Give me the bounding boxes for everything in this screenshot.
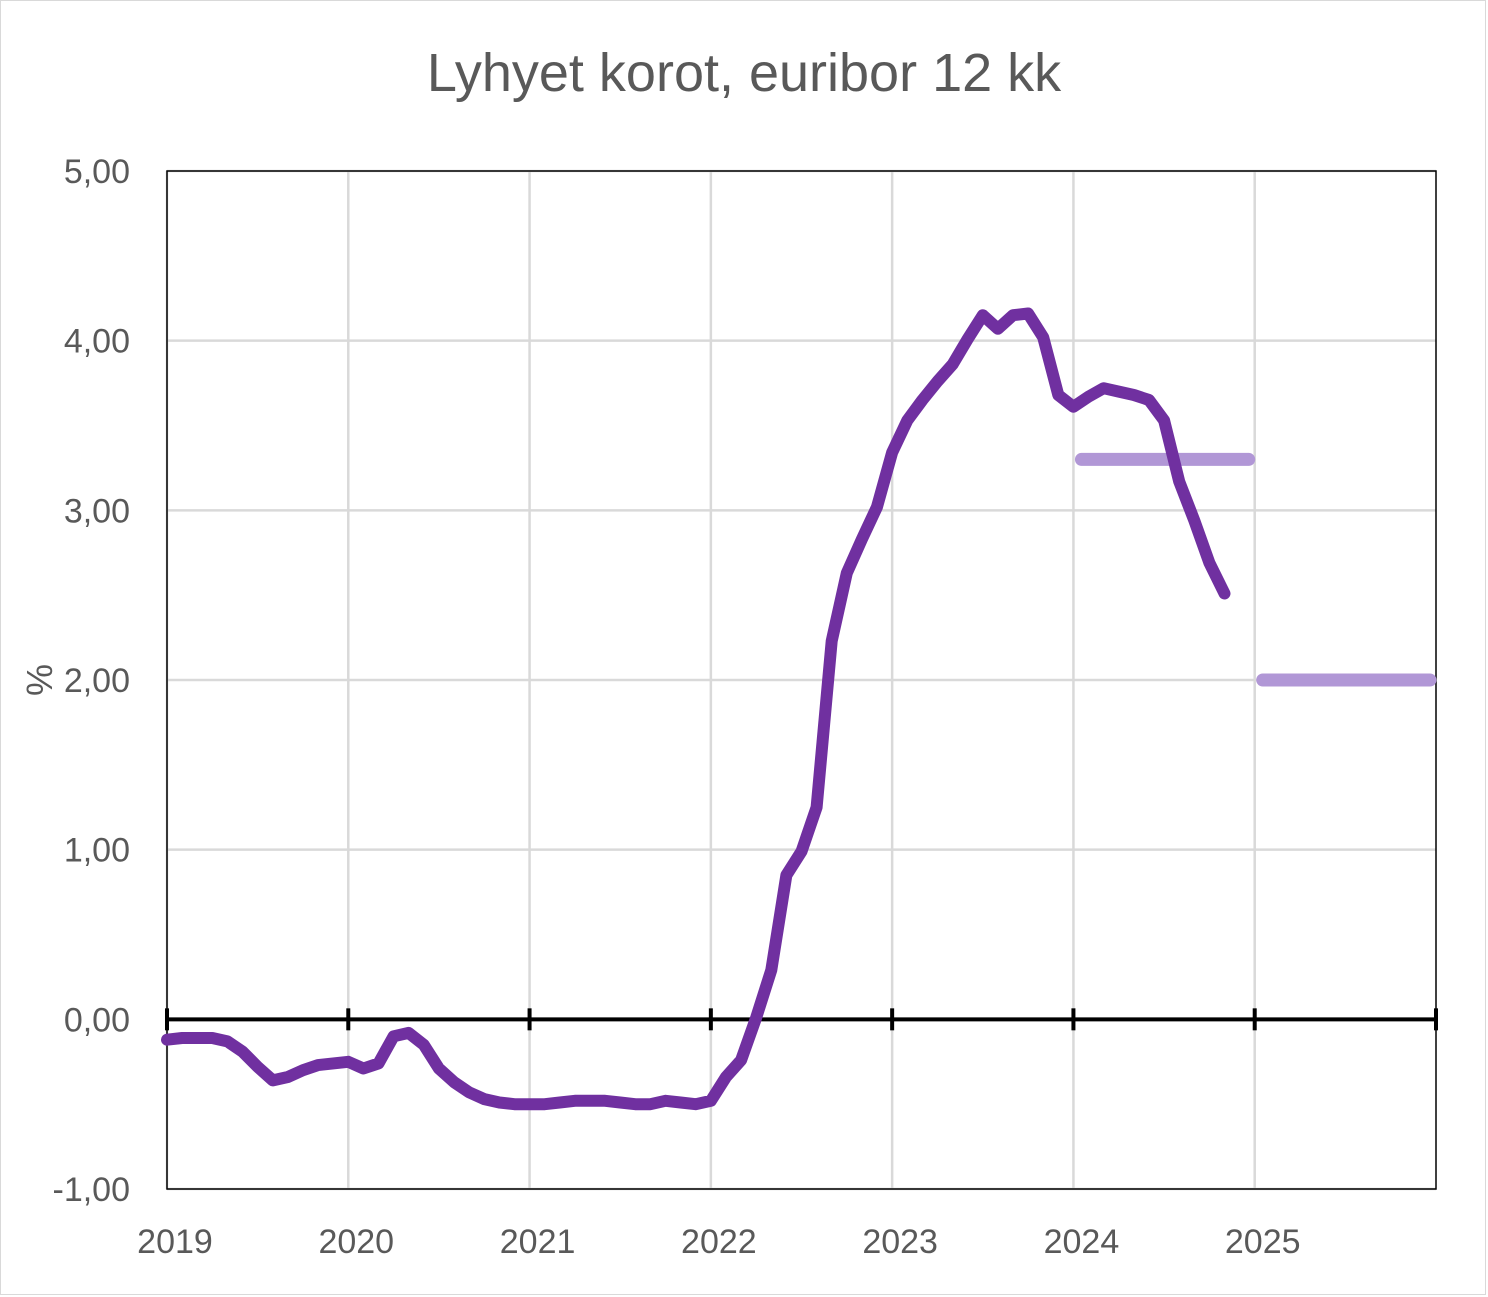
y-tick-label: 0,00 (64, 1001, 130, 1039)
x-tick-label: 2022 (681, 1223, 757, 1261)
series-line (161, 307, 1231, 1111)
y-tick-label: 4,00 (64, 323, 130, 361)
y-tick-label: 5,00 (64, 153, 130, 191)
grid (165, 169, 1436, 1191)
x-tick-label: 2020 (318, 1223, 394, 1261)
y-axis-tick-labels: -1,00 0,00 1,00 2,00 3,00 4,00 5,00 (53, 153, 131, 1209)
x-axis-tick-labels: 2019 2020 2021 2022 2023 2024 2025 (137, 1223, 1300, 1261)
y-axis-title: % (19, 664, 60, 696)
x-tick-label: 2025 (1225, 1223, 1301, 1261)
x-tick-label: 2019 (137, 1223, 213, 1261)
x-tick-label: 2023 (862, 1223, 938, 1261)
y-tick-label: -1,00 (53, 1171, 131, 1209)
zero-axis (165, 1008, 1438, 1031)
y-tick-label: 1,00 (64, 832, 130, 870)
y-tick-label: 3,00 (64, 492, 130, 530)
x-tick-label: 2024 (1044, 1223, 1120, 1261)
series (161, 307, 1231, 1111)
x-tick-label: 2021 (500, 1223, 576, 1261)
forecast-segments (1074, 452, 1437, 687)
y-tick-label: 2,00 (64, 662, 130, 700)
chart-title: Lyhyet korot, euribor 12 kk (426, 43, 1062, 103)
